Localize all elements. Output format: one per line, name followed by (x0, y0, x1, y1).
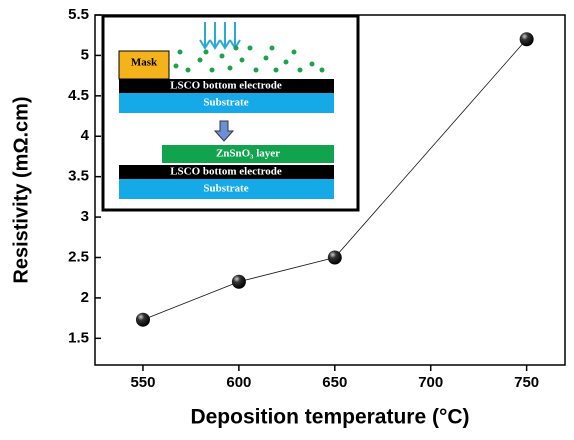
substrate-label: Substrate (203, 183, 248, 195)
layer (162, 145, 334, 163)
y-tick-label: 5 (81, 46, 89, 63)
y-tick-label: 4.5 (68, 87, 89, 104)
layer-label: ZnSnO₃ layer (216, 148, 280, 160)
electrode (119, 165, 334, 179)
line (142, 38, 527, 321)
substrate (119, 179, 334, 199)
marker (519, 32, 534, 47)
marker (135, 312, 150, 327)
y-tick-label: 2.5 (68, 248, 89, 265)
y-tick-label: 3.5 (68, 168, 89, 185)
x-tick-label: 750 (514, 374, 539, 391)
y-tick-label: 5.5 (68, 6, 89, 23)
y-tick-label: 3 (81, 208, 89, 225)
y-tick-label: 1.5 (68, 329, 89, 346)
x-tick-label: 550 (130, 374, 155, 391)
y-tick-label: 2 (81, 289, 89, 306)
mask-label: Mask (131, 57, 158, 69)
process-arrow (213, 120, 235, 142)
electrode-label: LSCO bottom electrode (170, 80, 282, 92)
x-tick-label: 700 (418, 374, 443, 391)
y-axis-label: Resistivity (mΩ.cm) (10, 96, 32, 283)
electrode (119, 79, 334, 93)
marker (231, 274, 246, 289)
inset: Mask LSCO bottom electrode Substrate ZnS… (101, 14, 360, 212)
electrode-label: LSCO bottom electrode (170, 166, 282, 178)
substrate (119, 93, 334, 113)
particles (173, 45, 325, 73)
y-tick-label: 4 (81, 127, 90, 144)
x-tick-label: 650 (322, 374, 347, 391)
mask (118, 50, 170, 80)
deposition-arrows (199, 22, 241, 50)
x-tick-label: 600 (226, 374, 251, 391)
x-axis-label: Deposition temperature (°C) (190, 406, 469, 429)
marker (327, 250, 342, 265)
substrate-label: Substrate (203, 97, 248, 109)
